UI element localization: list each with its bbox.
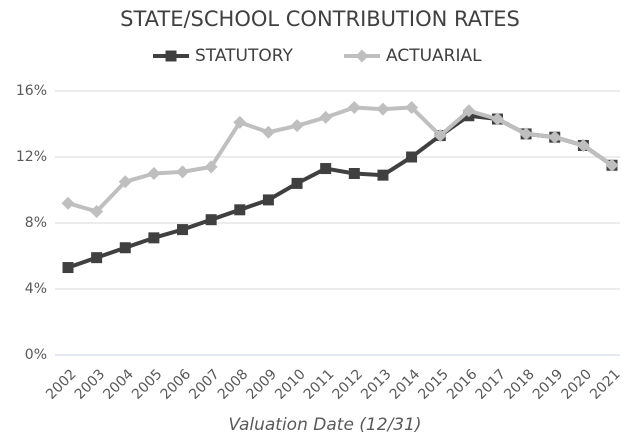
data-point <box>377 169 389 181</box>
y-tick-label: 16% <box>16 83 47 99</box>
legend-label: STATUTORY <box>195 46 293 66</box>
data-point <box>320 163 332 175</box>
x-tick-label: 2020 <box>559 366 596 403</box>
legend-marker <box>165 50 177 62</box>
x-tick-label: 2007 <box>186 366 223 403</box>
data-point <box>118 175 132 189</box>
x-tick-label: 2013 <box>358 366 395 403</box>
x-tick-label: 2003 <box>72 366 109 403</box>
data-point <box>290 119 304 133</box>
x-tick-label: 2021 <box>587 366 623 403</box>
data-point <box>519 127 533 141</box>
data-point <box>291 177 303 189</box>
data-point <box>576 138 590 152</box>
data-point <box>91 252 103 264</box>
data-point <box>176 165 190 179</box>
data-point <box>406 151 418 163</box>
data-point <box>147 167 161 180</box>
x-tick-label: 2002 <box>43 366 80 403</box>
x-tick-label: 2016 <box>444 366 481 403</box>
x-tick-label: 2004 <box>100 366 137 403</box>
data-point <box>319 110 333 124</box>
x-tick-label: 2010 <box>272 366 309 403</box>
data-point <box>205 214 217 226</box>
y-tick-label: 12% <box>16 149 47 165</box>
y-tick-label: 8% <box>25 215 47 231</box>
legend-label: ACTUARIAL <box>386 46 482 66</box>
data-point <box>177 224 189 236</box>
data-point <box>234 204 246 216</box>
data-point <box>62 262 74 274</box>
data-point <box>376 102 390 116</box>
data-point <box>605 158 619 172</box>
x-tick-label: 2009 <box>244 366 281 403</box>
data-point <box>405 101 419 114</box>
x-tick-label: 2018 <box>501 366 538 403</box>
data-point <box>90 204 104 218</box>
x-tick-label: 2017 <box>473 366 510 403</box>
data-point <box>233 115 247 129</box>
data-point <box>204 160 218 174</box>
x-tick-label: 2008 <box>215 366 252 403</box>
chart-title: STATE/SCHOOL CONTRIBUTION RATES <box>120 7 520 31</box>
y-tick-label: 4% <box>25 281 47 297</box>
x-tick-label: 2012 <box>329 366 366 403</box>
x-axis-title: Valuation Date (12/31) <box>228 415 421 435</box>
data-point <box>148 232 160 244</box>
x-tick-label: 2006 <box>158 366 195 403</box>
data-point <box>433 129 447 143</box>
data-point <box>490 112 504 126</box>
data-point <box>348 168 360 179</box>
x-tick-label: 2005 <box>129 366 166 403</box>
x-tick-label: 2019 <box>530 366 567 403</box>
x-tick-label: 2011 <box>301 366 338 403</box>
data-point <box>548 130 562 144</box>
series-line <box>67 105 614 214</box>
x-tick-label: 2015 <box>415 366 452 403</box>
data-point <box>462 104 476 118</box>
data-point <box>262 194 274 206</box>
x-tick-label: 2014 <box>387 366 424 403</box>
data-point <box>347 101 361 114</box>
legend-marker <box>355 49 369 63</box>
data-point <box>261 125 275 139</box>
y-tick-label: 0% <box>25 347 47 363</box>
data-point <box>61 196 75 210</box>
data-point <box>119 242 131 254</box>
